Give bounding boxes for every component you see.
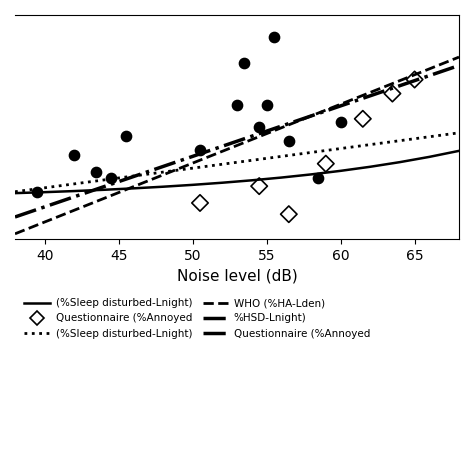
Point [285,137,292,145]
Point [389,90,396,97]
Point [315,174,322,182]
Point [71,152,78,159]
Point [241,59,248,66]
Point [122,132,130,139]
X-axis label: Noise level (dB): Noise level (dB) [177,269,297,284]
Point [359,115,366,123]
Point [33,188,41,196]
Point [196,146,204,154]
Point [233,101,241,109]
Point [285,210,292,218]
Point [337,118,345,126]
Point [263,101,270,109]
Point [255,123,263,131]
Point [270,34,278,41]
Legend: (%Sleep disturbed-Lnight), Questionnaire (%Annoyed, (%Sleep disturbed-Lnight), W: (%Sleep disturbed-Lnight), Questionnaire… [20,294,374,343]
Point [92,168,100,176]
Point [255,182,263,190]
Point [108,174,115,182]
Point [322,160,329,167]
Point [196,199,204,207]
Point [411,76,419,83]
